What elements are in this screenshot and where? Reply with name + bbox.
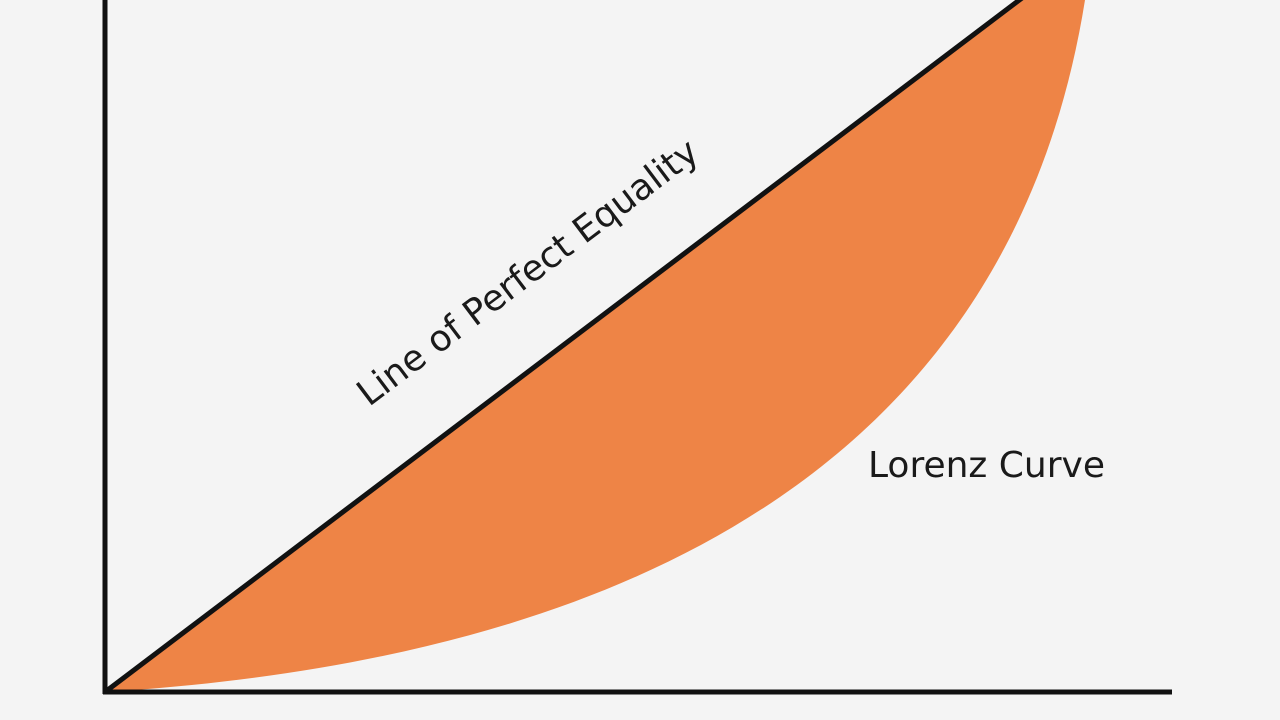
inequality-area [105, 0, 1085, 692]
lorenz-curve-label: Lorenz Curve [868, 445, 1105, 486]
equality-line [103, 0, 1024, 694]
